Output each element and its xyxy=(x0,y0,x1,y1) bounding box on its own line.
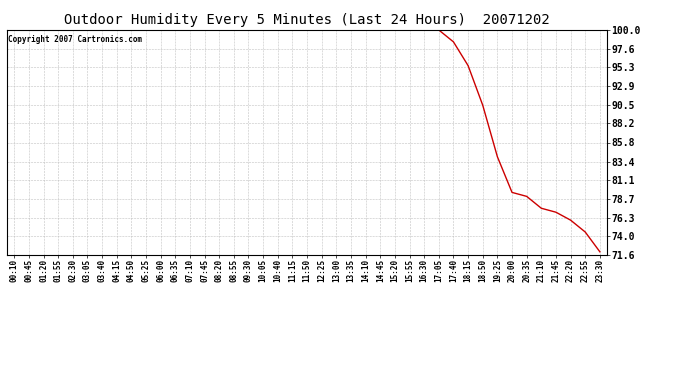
Text: Copyright 2007 Cartronics.com: Copyright 2007 Cartronics.com xyxy=(8,34,142,44)
Title: Outdoor Humidity Every 5 Minutes (Last 24 Hours)  20071202: Outdoor Humidity Every 5 Minutes (Last 2… xyxy=(64,13,550,27)
